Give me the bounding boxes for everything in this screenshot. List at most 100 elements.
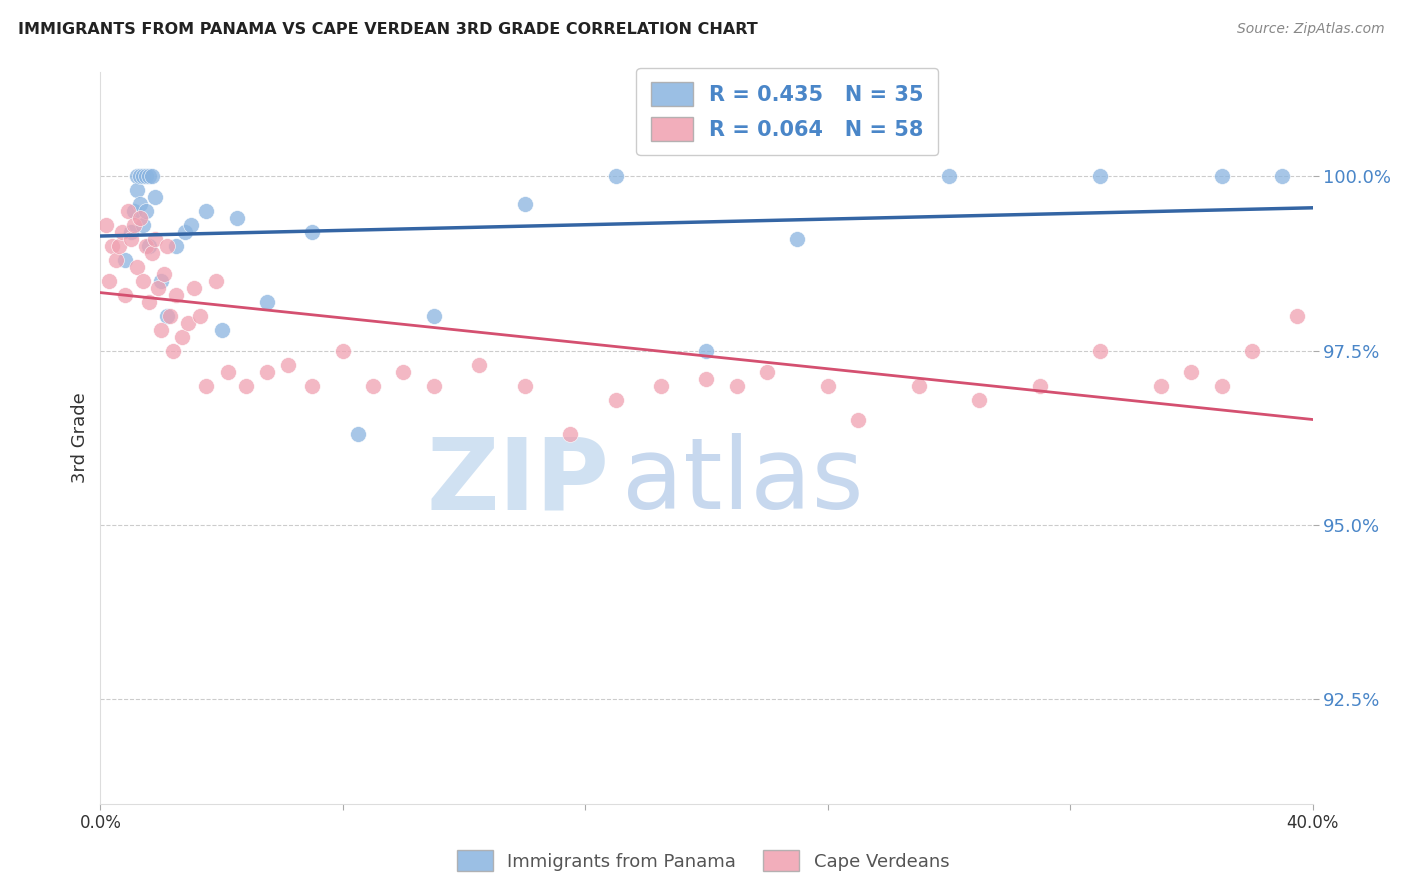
Point [1150,378,1173,392]
Point [422,309,444,323]
Point [174,225,197,239]
Point [146,281,169,295]
Point [120,225,142,239]
Point [725,378,748,392]
Point [120,232,142,246]
Point [153,267,176,281]
Point [846,413,869,427]
Point [114,253,136,268]
Point [117,204,139,219]
Point [132,219,155,233]
Point [132,274,155,288]
Point [513,378,536,392]
Point [101,239,124,253]
Point [1090,169,1112,184]
Point [301,378,323,392]
Point [225,211,247,226]
Point [332,343,354,358]
Point [125,260,148,274]
Legend: Immigrants from Panama, Cape Verdeans: Immigrants from Panama, Cape Verdeans [450,843,956,879]
Y-axis label: 3rd Grade: 3rd Grade [72,392,89,483]
Point [1090,343,1112,358]
Point [135,239,157,253]
Point [128,197,150,211]
Point [195,204,218,219]
Point [135,204,157,219]
Point [938,169,960,184]
Point [172,330,194,344]
Point [558,427,581,442]
Point [128,211,150,226]
Point [149,323,172,337]
Point [347,427,370,442]
Point [256,365,278,379]
Point [211,323,233,337]
Point [605,392,627,407]
Point [1240,343,1263,358]
Point [165,239,187,253]
Point [361,378,384,392]
Point [256,295,278,310]
Point [138,239,160,253]
Point [107,239,129,253]
Point [122,219,145,233]
Point [96,219,118,233]
Point [104,253,127,268]
Text: ZIP: ZIP [426,434,609,531]
Point [967,392,990,407]
Point [1211,169,1233,184]
Point [277,358,299,372]
Text: atlas: atlas [621,434,863,531]
Point [605,169,627,184]
Point [149,274,172,288]
Text: IMMIGRANTS FROM PANAMA VS CAPE VERDEAN 3RD GRADE CORRELATION CHART: IMMIGRANTS FROM PANAMA VS CAPE VERDEAN 3… [18,22,758,37]
Point [817,378,839,392]
Point [183,281,205,295]
Point [138,169,160,184]
Text: Source: ZipAtlas.com: Source: ZipAtlas.com [1237,22,1385,37]
Point [180,219,202,233]
Point [1180,365,1202,379]
Point [907,378,929,392]
Point [217,365,239,379]
Point [190,309,212,323]
Point [159,309,181,323]
Point [138,295,160,310]
Point [1271,169,1294,184]
Point [125,183,148,197]
Legend: R = 0.435   N = 35, R = 0.064   N = 58: R = 0.435 N = 35, R = 0.064 N = 58 [637,68,938,155]
Point [114,288,136,302]
Point [177,316,200,330]
Point [156,239,179,253]
Point [141,246,163,260]
Point [132,169,155,184]
Point [392,365,415,379]
Point [786,232,808,246]
Point [128,169,150,184]
Point [143,232,166,246]
Point [513,197,536,211]
Point [110,225,132,239]
Point [235,378,257,392]
Point [1029,378,1052,392]
Point [143,190,166,204]
Point [125,169,148,184]
Point [468,358,491,372]
Point [165,288,187,302]
Point [756,365,779,379]
Point [1286,309,1309,323]
Point [650,378,672,392]
Point [162,343,184,358]
Point [195,378,218,392]
Point [98,274,121,288]
Point [301,225,323,239]
Point [695,371,717,385]
Point [141,169,163,184]
Point [1211,378,1233,392]
Point [204,274,226,288]
Point [135,169,157,184]
Point [695,343,717,358]
Point [422,378,444,392]
Point [122,204,145,219]
Point [156,309,179,323]
